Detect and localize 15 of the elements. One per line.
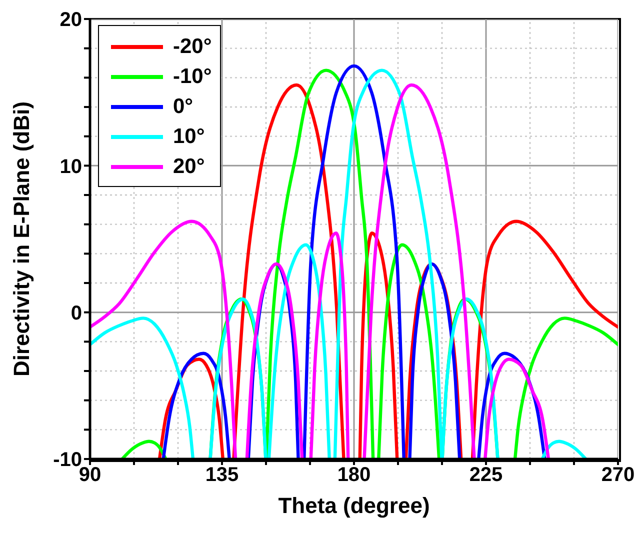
- legend-label: 0°: [173, 95, 194, 119]
- legend-label: 20°: [173, 155, 205, 179]
- x-tick-label: 225: [469, 464, 503, 486]
- legend-label: 10°: [173, 125, 205, 149]
- x-tick-label: 90: [78, 464, 102, 486]
- y-axis-title: Directivity in E-Plane (dBi): [9, 101, 35, 377]
- x-tick-label: 135: [205, 464, 239, 486]
- x-axis-title: Theta (degree): [277, 493, 431, 519]
- y-tick-label: 20: [60, 9, 82, 32]
- legend-label: -10°: [173, 65, 212, 89]
- y-tick-label: 0: [70, 302, 82, 324]
- x-tick-label: 270: [601, 464, 635, 486]
- y-tick-label: 10: [60, 156, 82, 178]
- legend-label: -20°: [173, 35, 212, 59]
- x-tick-label: 180: [337, 464, 371, 486]
